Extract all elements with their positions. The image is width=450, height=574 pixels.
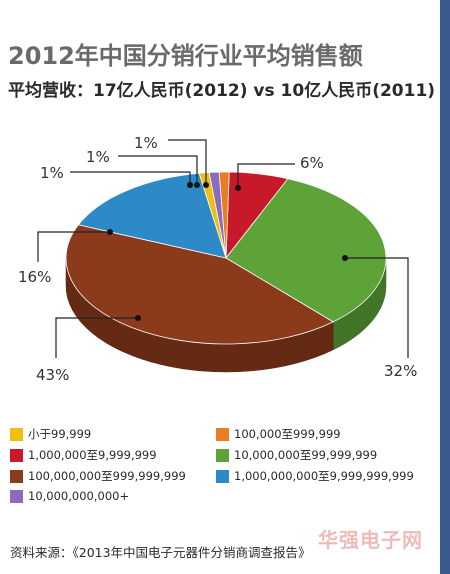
leader-line-2 xyxy=(237,163,295,188)
leader-dot-2 xyxy=(235,185,241,191)
leader-dot-5 xyxy=(107,229,113,235)
chart-title: 2012年中国分销行业平均销售额 xyxy=(8,42,363,70)
data-label-6: 1% xyxy=(86,148,110,166)
leader-line-3 xyxy=(345,257,409,358)
legend-swatch-4 xyxy=(10,469,23,483)
leader-dot-3 xyxy=(342,255,348,261)
legend-item-3: 10,000,000至99,999,999 xyxy=(216,447,377,463)
leader-line-4 xyxy=(55,317,138,358)
leader-line-5 xyxy=(37,231,110,262)
pie-chart: 1% 1% 6% 32% 43% 16% 1% xyxy=(18,134,417,384)
legend-label-4: 100,000,000至999,999,999 xyxy=(28,469,186,483)
chart-source: 资料来源：《2013年中国电子元器件分销商调查报告》 xyxy=(10,545,311,560)
legend-item-0: 小于99,999 xyxy=(10,426,91,442)
data-label-2: 6% xyxy=(300,154,324,172)
leader-line-1 xyxy=(168,139,207,185)
watermark-logo: 华强电子网 xyxy=(318,528,423,552)
chart-subtitle: 平均营收：17亿人民币(2012) vs 10亿人民币(2011) xyxy=(8,81,436,101)
leader-dot-6 xyxy=(194,182,200,188)
data-label-3: 32% xyxy=(384,362,417,380)
legend-swatch-1 xyxy=(216,427,229,441)
legend-label-5: 1,000,000,000至9,999,999,999 xyxy=(234,469,414,483)
legend-label-2: 1,000,000至9,999,999 xyxy=(28,448,157,462)
data-label-1: 1% xyxy=(134,134,158,152)
data-label-4: 43% xyxy=(36,366,69,384)
pie-slice-5 xyxy=(77,172,227,259)
leader-line-0 xyxy=(70,171,191,185)
legend-swatch-6 xyxy=(10,489,23,503)
legend-swatch-0 xyxy=(10,427,23,441)
legend-label-0: 小于99,999 xyxy=(28,427,92,441)
data-label-0: 1% xyxy=(40,164,64,182)
legend-item-4: 100,000,000至999,999,999 xyxy=(10,468,186,484)
data-label-5: 16% xyxy=(18,268,51,286)
legend-label-3: 10,000,000至99,999,999 xyxy=(234,448,378,462)
legend-label-6: 10,000,000,000+ xyxy=(28,489,130,503)
legend-item-5: 1,000,000,000至9,999,999,999 xyxy=(216,468,414,484)
pie-slice-1 xyxy=(218,171,230,259)
legend-swatch-5 xyxy=(216,469,229,483)
legend-item-2: 1,000,000至9,999,999 xyxy=(10,447,157,463)
leader-dot-0 xyxy=(187,182,193,188)
pie-slice-3 xyxy=(225,178,387,323)
legend-item-1: 100,000至999,999 xyxy=(216,426,341,442)
pie-slice-4 xyxy=(65,224,335,345)
legend-swatch-2 xyxy=(10,448,23,462)
legend-item-6: 10,000,000,000+ xyxy=(10,489,129,503)
leader-dot-4 xyxy=(135,315,141,321)
leader-line-6 xyxy=(118,155,198,185)
legend-label-1: 100,000至999,999 xyxy=(234,427,341,441)
legend-swatch-3 xyxy=(216,448,229,462)
leader-dot-1 xyxy=(203,182,209,188)
